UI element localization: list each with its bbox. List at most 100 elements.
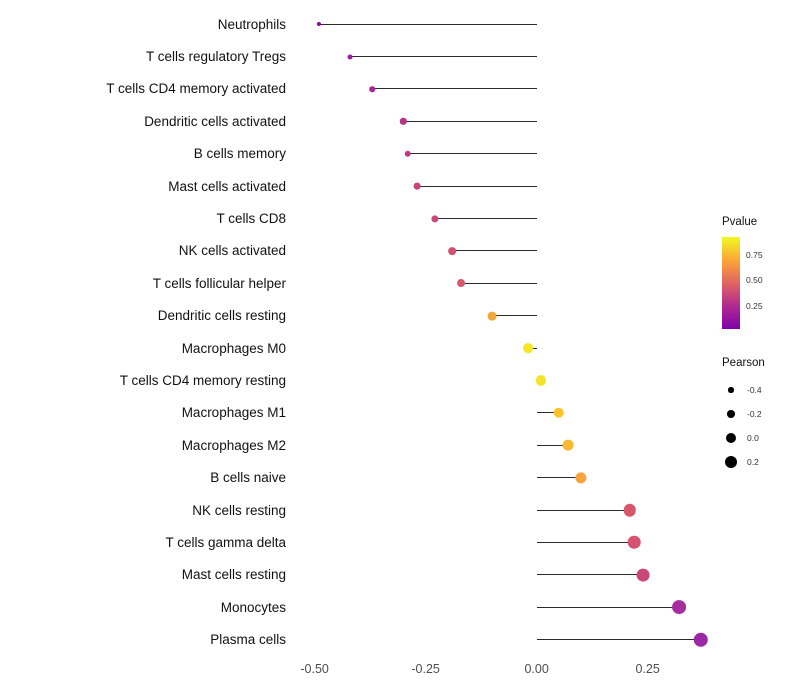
pearson-legend-dot-wrap <box>722 433 740 443</box>
lollipop-stem <box>461 282 537 284</box>
lollipop-dot <box>448 247 457 255</box>
x-axis-tick-label: 0.00 <box>524 662 549 676</box>
lollipop-dot <box>430 214 439 223</box>
lollipop-stem <box>372 88 537 90</box>
category-label: T cells CD8 <box>216 211 286 227</box>
row-track <box>300 623 720 655</box>
lollipop-dot <box>404 150 412 158</box>
lollipop-stem <box>434 218 537 220</box>
pearson-legend-title: Pearson <box>722 357 765 369</box>
lollipop-stem <box>452 250 537 252</box>
chart-row: T cells CD8 <box>0 202 720 234</box>
chart-row: Dendritic cells resting <box>0 300 720 332</box>
category-label: T cells follicular helper <box>152 275 286 291</box>
pvalue-tick-label: 0.25 <box>746 301 763 311</box>
x-axis-tick-label: -0.50 <box>300 662 329 676</box>
chart-row: T cells CD4 memory activated <box>0 73 720 105</box>
chart-row: Mast cells activated <box>0 170 720 202</box>
row-track <box>300 235 720 267</box>
pearson-legend-dot <box>728 387 734 393</box>
pearson-legend-label: 0.0 <box>747 433 759 443</box>
lollipop-stem <box>536 509 630 511</box>
row-track <box>300 494 720 526</box>
row-track <box>300 397 720 429</box>
category-label: Macrophages M0 <box>181 340 286 356</box>
chart-row: Plasma cells <box>0 623 720 655</box>
pearson-legend-dot-wrap <box>722 387 740 393</box>
lollipop-dot <box>487 311 497 321</box>
chart-row: T cells CD4 memory resting <box>0 364 720 396</box>
pearson-legend-dot <box>724 455 738 469</box>
category-label: T cells gamma delta <box>165 534 286 550</box>
pearson-legend-entry: 0.2 <box>722 450 800 474</box>
chart-row: Macrophages M2 <box>0 429 720 461</box>
pvalue-gradient-bar <box>722 237 740 329</box>
lollipop-stem <box>416 185 537 187</box>
lollipop-stem <box>536 574 644 576</box>
chart-row: T cells regulatory Tregs <box>0 40 720 72</box>
row-track <box>300 8 720 40</box>
lollipop-dot <box>562 439 574 451</box>
lollipop-dot <box>553 407 565 419</box>
lollipop-dot <box>628 536 641 549</box>
chart-row: Mast cells resting <box>0 559 720 591</box>
row-track <box>300 202 720 234</box>
lollipop-stem <box>536 639 701 641</box>
lollipop-dot <box>400 118 407 125</box>
lollipop-stem <box>536 606 679 608</box>
category-label: B cells naive <box>210 470 286 486</box>
pearson-legend-label: -0.4 <box>747 385 762 395</box>
legend: Pvalue 0.75 0.50 0.25 Pearson -0.4 -0.2 0.0 0… <box>722 216 800 474</box>
pearson-legend-dot-wrap <box>722 455 740 469</box>
pvalue-legend-title: Pvalue <box>722 216 758 228</box>
category-label: Dendritic cells activated <box>144 113 286 129</box>
pearson-legend-dot <box>726 433 736 443</box>
lollipop-stem <box>319 23 537 25</box>
category-label: NK cells resting <box>192 502 286 518</box>
pearson-legend-entries: -0.4 -0.2 0.0 0.2 <box>722 378 800 474</box>
row-track <box>300 138 720 170</box>
row-track <box>300 559 720 591</box>
lollipop-dot <box>317 22 322 27</box>
category-label: Dendritic cells resting <box>157 308 286 324</box>
pearson-legend-entry: -0.4 <box>722 378 800 402</box>
pvalue-tick-label: 0.50 <box>746 275 763 286</box>
category-label: T cells CD4 memory activated <box>106 81 286 97</box>
chart-row: Dendritic cells activated <box>0 105 720 137</box>
lollipop-stem <box>350 56 537 58</box>
lollipop-stem <box>492 315 537 317</box>
lollipop-dot <box>671 600 686 615</box>
row-track <box>300 170 720 202</box>
x-axis: -0.50 -0.25 0.00 0.25 <box>300 662 720 682</box>
category-label: Macrophages M1 <box>181 405 286 421</box>
lollipop-dot <box>413 182 421 190</box>
chart-row: Neutrophils <box>0 8 720 40</box>
lollipop-dot <box>636 568 650 582</box>
lollipop-dot <box>369 86 376 92</box>
chart-row: Monocytes <box>0 591 720 623</box>
category-label: Mast cells activated <box>168 178 286 194</box>
row-track <box>300 300 720 332</box>
lollipop-stem <box>536 477 582 479</box>
pearson-legend-dot <box>727 410 735 418</box>
lollipop-dot <box>575 472 587 484</box>
row-track <box>300 429 720 461</box>
lollipop-dot <box>623 503 637 517</box>
x-axis-tick-label: -0.25 <box>411 662 440 676</box>
row-track <box>300 105 720 137</box>
lollipop-dot <box>536 375 547 386</box>
row-track <box>300 332 720 364</box>
chart-row: T cells follicular helper <box>0 267 720 299</box>
lollipop-stem <box>407 153 537 155</box>
lollipop-stem <box>536 412 559 414</box>
category-label: NK cells activated <box>178 243 286 259</box>
pvalue-tick-label: 0.75 <box>746 250 763 261</box>
row-track <box>300 526 720 558</box>
lollipop-dot <box>457 279 466 288</box>
category-label: B cells memory <box>193 146 286 162</box>
pearson-legend-entry: 0.0 <box>722 426 800 450</box>
chart-row: B cells memory <box>0 138 720 170</box>
chart-rows: Neutrophils T cells regulatory Tregs T cel… <box>0 8 720 656</box>
chart-row: NK cells resting <box>0 494 720 526</box>
